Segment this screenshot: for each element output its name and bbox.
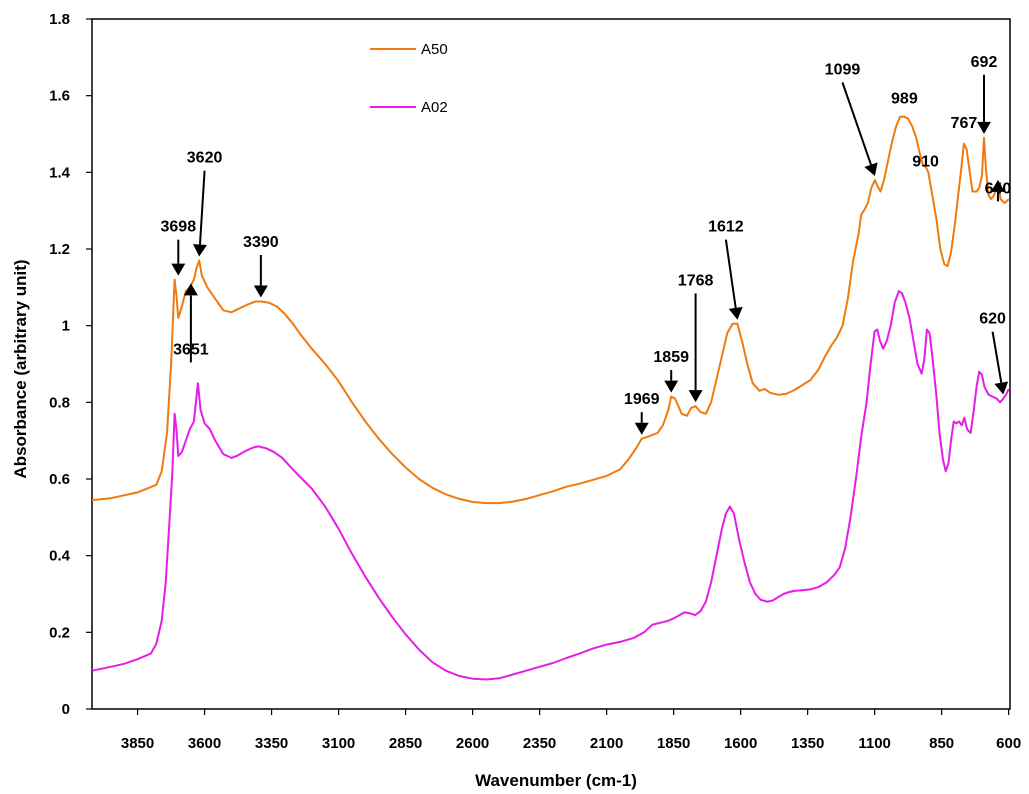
- x-axis-title: Wavenumber (cm-1): [475, 771, 637, 790]
- annotation-label: 989: [891, 90, 918, 107]
- annotation-arrow-line: [724, 239, 737, 309]
- legend: A50 A02: [370, 41, 448, 116]
- annotation-label: 1859: [653, 349, 689, 366]
- peak-annotation-910: 910: [912, 154, 939, 171]
- series-line-a50: [91, 115, 1010, 505]
- x-tick-label: 850: [929, 735, 954, 752]
- peak-annotation-3620: 3620: [187, 150, 223, 257]
- annotation-arrow-head: [688, 390, 703, 403]
- annotation-label: 1612: [708, 219, 744, 236]
- legend-label: A50: [421, 41, 448, 58]
- x-tick-label: 3350: [255, 735, 288, 752]
- annotation-arrow-head: [253, 285, 268, 298]
- peak-annotation-767: 767: [951, 115, 978, 132]
- y-tick-label: 1.8: [49, 11, 70, 28]
- y-axis: 0 0.2 0.4 0.6 0.8 1 1.2 1.4 1.6 1.8: [49, 11, 92, 718]
- annotation-label: 3698: [161, 219, 197, 236]
- y-tick-label: 0: [62, 701, 70, 718]
- plot-frame: [91, 18, 1011, 710]
- x-tick-label: 2600: [456, 735, 489, 752]
- annotation-label: 620: [979, 311, 1006, 328]
- series-line-a02: [91, 290, 1010, 681]
- annotation-arrow-head: [728, 306, 743, 320]
- annotation-arrow-head: [977, 121, 992, 134]
- peak-annotation-620: 620: [979, 311, 1009, 395]
- peak-annotation-3390: 3390: [243, 234, 279, 298]
- annotation-label: 1768: [678, 272, 714, 289]
- annotation-arrow-head: [192, 244, 207, 257]
- peak-annotation-989: 989: [891, 90, 918, 107]
- y-tick-label: 0.8: [49, 394, 70, 411]
- x-tick-label: 3600: [188, 735, 221, 752]
- annotation-arrow-line: [991, 331, 1003, 383]
- peak-annotation-1969: 1969: [624, 391, 660, 435]
- peak-annotation-3698: 3698: [161, 219, 197, 276]
- annotation-arrow-head: [864, 162, 878, 176]
- x-tick-label: 2100: [590, 735, 623, 752]
- peak-annotation-640: 640: [985, 179, 1012, 202]
- peak-annotation-692: 692: [971, 54, 998, 134]
- annotation-arrow-head: [994, 381, 1009, 395]
- y-tick-label: 1.6: [49, 88, 70, 105]
- peak-annotation-1612: 1612: [708, 219, 744, 320]
- y-tick-label: 1.2: [49, 241, 70, 258]
- annotation-arrow-line: [841, 82, 872, 165]
- y-tick-label: 0.6: [49, 471, 70, 488]
- peak-annotation-1768: 1768: [678, 272, 714, 403]
- y-tick-label: 1.4: [49, 164, 71, 181]
- annotation-label: 910: [912, 154, 939, 171]
- y-tick-label: 0.4: [49, 548, 71, 565]
- x-axis: 3850 3600 3350 3100 2850 2600 2350 2100 1850 1600…: [121, 709, 1021, 752]
- series-layer: [91, 115, 1010, 681]
- annotation-label: 3390: [243, 234, 279, 251]
- x-tick-label: 1350: [791, 735, 824, 752]
- y-tick-label: 0.2: [49, 624, 70, 641]
- annotation-arrow-head: [183, 283, 198, 296]
- annotation-arrow-head: [990, 179, 1005, 192]
- annotation-label: 692: [971, 54, 998, 71]
- y-axis-title: Absorbance (arbitrary unit): [11, 259, 30, 478]
- annotation-arrow-head: [634, 422, 649, 435]
- x-tick-label: 1100: [858, 735, 891, 752]
- x-tick-label: 1850: [657, 735, 690, 752]
- annotation-label: 3620: [187, 150, 223, 167]
- x-tick-label: 3850: [121, 735, 154, 752]
- annotation-label: 1099: [825, 62, 861, 79]
- x-tick-label: 1600: [724, 735, 757, 752]
- annotation-label: 3651: [173, 341, 209, 358]
- y-tick-label: 1: [62, 318, 70, 335]
- peak-annotation-1859: 1859: [653, 349, 689, 393]
- peak-annotation-1099: 1099: [825, 62, 878, 176]
- legend-item-a02: A02: [370, 99, 448, 116]
- annotation-label: 640: [985, 180, 1012, 197]
- annotation-arrow-head: [664, 380, 679, 393]
- annotation-label: 767: [951, 115, 978, 132]
- peak-annotation-3651: 3651: [173, 283, 209, 363]
- x-tick-label: 3100: [322, 735, 355, 752]
- annotation-arrow-line: [198, 170, 206, 245]
- legend-label: A02: [421, 99, 448, 116]
- annotation-label: 1969: [624, 391, 660, 408]
- annotation-arrow-head: [171, 263, 186, 276]
- x-tick-label: 2850: [389, 735, 422, 752]
- annotation-layer: 3698 3620 3390 3651 1969 1859 1768 1612 1099 989 9…: [161, 54, 1012, 435]
- x-tick-label: 2350: [523, 735, 556, 752]
- legend-item-a50: A50: [370, 41, 448, 58]
- plot-area: [91, 18, 1011, 710]
- x-tick-label: 600: [996, 735, 1021, 752]
